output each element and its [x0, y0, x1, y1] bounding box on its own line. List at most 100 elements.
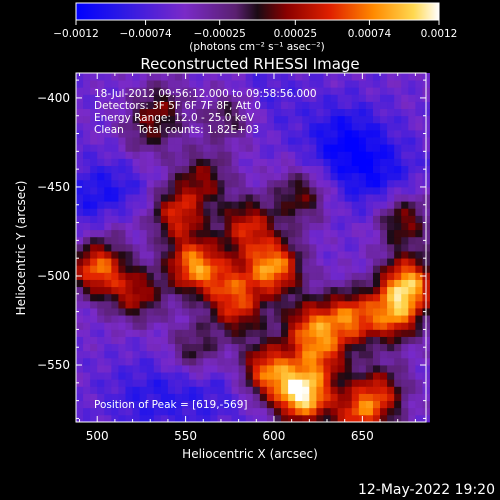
heatmap-cell [316, 357, 324, 366]
heatmap-cell [125, 286, 133, 295]
heatmap-cell [104, 386, 112, 394]
heatmap-cell [111, 151, 119, 159]
heatmap-cell [259, 236, 268, 245]
heatmap-cell [174, 407, 183, 416]
heatmap-cell [196, 137, 204, 145]
heatmap-cell [146, 265, 155, 273]
heatmap-cell [337, 315, 346, 323]
heatmap-cell [90, 350, 98, 359]
heatmap-cell [97, 73, 105, 81]
heatmap-cell [302, 265, 310, 273]
heatmap-cell [118, 215, 126, 223]
heatmap-cell [387, 300, 395, 309]
heatmap-cell [153, 365, 162, 373]
heatmap-cell [415, 315, 423, 323]
heatmap-cell [281, 308, 289, 316]
heatmap-cell [358, 101, 367, 110]
heatmap-cell [344, 94, 353, 102]
heatmap-cell [358, 215, 367, 223]
heatmap-cell [302, 194, 310, 202]
heatmap-cell [372, 372, 381, 380]
heatmap-cell [196, 251, 204, 259]
heatmap-cell [288, 122, 296, 131]
heatmap-cell [259, 201, 268, 209]
heatmap-cell [394, 322, 402, 330]
heatmap-cell [323, 407, 331, 416]
heatmap-cell [167, 251, 176, 259]
heatmap-cell [146, 115, 155, 124]
heatmap-cell [231, 186, 240, 195]
heatmap-cell [224, 158, 232, 166]
heatmap-cell [302, 414, 310, 423]
heatmap-cell [111, 365, 119, 373]
heatmap-cell [351, 101, 360, 110]
heatmap-cell [302, 393, 310, 402]
heatmap-cell [245, 379, 254, 387]
heatmap-cell [203, 201, 211, 209]
heatmap-cell [153, 293, 162, 302]
heatmap-cell [337, 379, 346, 387]
heatmap-cell [394, 201, 402, 209]
heatmap-cell [132, 272, 141, 280]
heatmap-cell [118, 172, 126, 181]
heatmap-cell [83, 186, 91, 195]
heatmap-cell [90, 286, 98, 295]
heatmap-cell [302, 236, 310, 245]
heatmap-cell [394, 243, 402, 252]
heatmap-cell [245, 80, 254, 88]
heatmap-cell [358, 186, 367, 195]
heatmap-cell [337, 400, 346, 409]
heatmap-cell [408, 350, 416, 359]
heatmap-cell [196, 386, 204, 394]
heatmap-cell [189, 172, 197, 181]
heatmap-cell [351, 272, 360, 280]
heatmap-cell [309, 300, 317, 309]
heatmap-cell [380, 101, 388, 110]
heatmap-cell [309, 243, 317, 252]
heatmap-cell [394, 400, 402, 409]
heatmap-cell [160, 293, 169, 302]
heatmap-cell [408, 122, 416, 131]
heatmap-cell [90, 73, 98, 81]
heatmap-cell [238, 329, 247, 337]
heatmap-cell [302, 158, 310, 166]
heatmap-cell [160, 350, 169, 359]
heatmap-cell [415, 386, 423, 394]
heatmap-cell [309, 329, 317, 337]
heatmap-cell [160, 208, 169, 216]
heatmap-cell [245, 236, 254, 245]
heatmap-cell [337, 357, 346, 366]
heatmap-cell [372, 279, 381, 288]
heatmap-cell [238, 350, 247, 359]
heatmap-cell [372, 194, 381, 202]
heatmap-cell [365, 208, 374, 216]
heatmap-cell [309, 308, 317, 316]
heatmap-cell [408, 137, 416, 145]
heatmap-cell [266, 229, 275, 238]
heatmap-cell [365, 186, 374, 195]
heatmap-cell [217, 407, 225, 416]
heatmap-cell [146, 158, 155, 166]
heatmap-cell [309, 379, 317, 387]
heatmap-cell [132, 350, 141, 359]
heatmap-cell [387, 350, 395, 359]
heatmap-cell [153, 208, 162, 216]
heatmap-cell [182, 258, 190, 266]
heatmap-cell [401, 336, 409, 345]
heatmap-cell [224, 208, 232, 216]
heatmap-cell [104, 94, 112, 102]
heatmap-cell [372, 315, 381, 323]
heatmap-cell [323, 215, 331, 223]
heatmap-cell [189, 208, 197, 216]
heatmap-cell [210, 393, 218, 402]
heatmap-cell [288, 158, 296, 166]
heatmap-cell [415, 251, 423, 259]
heatmap-cell [90, 215, 98, 223]
heatmap-cell [146, 73, 155, 81]
heatmap-cell [76, 201, 84, 209]
heatmap-cell [266, 414, 275, 423]
heatmap-cell [125, 400, 133, 409]
heatmap-cell [358, 222, 367, 231]
heatmap-cell [295, 407, 303, 416]
heatmap-cell [394, 122, 402, 131]
